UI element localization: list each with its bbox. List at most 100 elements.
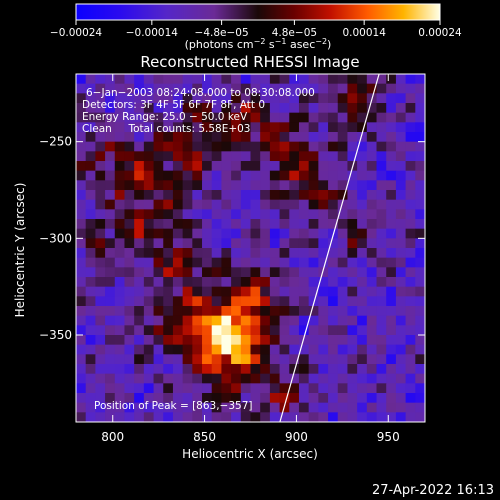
heatmap-cell [328, 354, 339, 365]
heatmap-cell [95, 238, 106, 249]
heatmap-cell [172, 161, 184, 172]
heatmap-cell [163, 219, 174, 230]
heatmap-cell [405, 83, 416, 94]
heatmap-cell [124, 354, 135, 365]
heatmap-cell [298, 151, 310, 162]
heatmap-cell [318, 335, 329, 346]
heatmap-cell [269, 325, 280, 336]
heatmap-cell [298, 315, 310, 326]
heatmap-cell [182, 383, 193, 394]
heatmap-cell [279, 141, 290, 152]
heatmap-cell [105, 248, 116, 259]
heatmap-cell [328, 190, 339, 201]
heatmap-cell [289, 170, 300, 181]
heatmap-cell [240, 402, 251, 413]
heatmap-cell [85, 228, 96, 239]
heatmap-cell [211, 122, 222, 133]
heatmap-cell [153, 393, 164, 404]
heatmap-cell [405, 238, 416, 249]
heatmap-cell [105, 122, 116, 133]
heatmap-cell [192, 74, 203, 85]
heatmap-cell [105, 286, 116, 297]
colorbar-tick-label: −0.00024 [50, 27, 103, 39]
heatmap-cell [366, 354, 377, 365]
heatmap-cell [347, 402, 358, 413]
heatmap-cell [298, 277, 310, 288]
heatmap-cell [192, 306, 203, 317]
heatmap-cell [260, 286, 271, 297]
heatmap-cell [211, 93, 222, 104]
heatmap-cell [182, 141, 193, 152]
heatmap-cell [172, 373, 184, 384]
heatmap-cell [153, 238, 164, 249]
heatmap-cell [76, 112, 87, 123]
heatmap-cell [240, 257, 251, 268]
heatmap-cell [105, 93, 116, 104]
heatmap-cell [76, 364, 87, 375]
heatmap-cell [328, 412, 339, 422]
heatmap-cell [318, 74, 329, 85]
heatmap-cell [250, 325, 261, 336]
heatmap-cell [211, 267, 222, 278]
heatmap-cell [269, 412, 280, 422]
heatmap-cell [260, 103, 271, 114]
heatmap-cell [260, 122, 271, 133]
heatmap-cell [308, 93, 319, 104]
heatmap-cell [240, 296, 251, 307]
heatmap-cell [143, 248, 154, 259]
heatmap-cell [182, 228, 193, 239]
heatmap-cell [269, 219, 280, 230]
heatmap-cell [124, 190, 135, 201]
heatmap-cell [182, 190, 193, 201]
heatmap-cell [134, 364, 145, 375]
heatmap-cell [163, 103, 174, 114]
heatmap-cell [240, 373, 251, 384]
heatmap-cell [366, 151, 377, 162]
heatmap-cell [105, 132, 116, 143]
heatmap-cell [202, 190, 213, 201]
heatmap-cell [415, 393, 425, 404]
heatmap-cell [279, 402, 290, 413]
heatmap-cell [357, 402, 368, 413]
heatmap-cell [124, 286, 135, 297]
heatmap-cell [163, 267, 174, 278]
heatmap-cell [76, 402, 87, 413]
heatmap-cell [415, 180, 425, 191]
heatmap-cell [202, 161, 213, 172]
heatmap-cell [386, 209, 397, 220]
heatmap-cell [386, 248, 397, 259]
heatmap-cell [415, 277, 425, 288]
heatmap-cell [172, 180, 184, 191]
heatmap-cell [182, 344, 193, 355]
heatmap-cell [289, 180, 300, 191]
heatmap-cell [318, 103, 329, 114]
heatmap-cell [328, 132, 339, 143]
heatmap-cell [95, 383, 106, 394]
heatmap-cell [172, 306, 184, 317]
heatmap-cell [192, 286, 203, 297]
heatmap-cell [172, 219, 184, 230]
heatmap-cell [172, 209, 184, 220]
heatmap-cell [318, 383, 329, 394]
heatmap-cell [347, 170, 358, 181]
heatmap-cell [357, 306, 368, 317]
heatmap-cell [279, 335, 290, 346]
heatmap-cell [386, 199, 397, 210]
heatmap-cell [289, 335, 300, 346]
heatmap-cell [405, 219, 416, 230]
heatmap-cell [240, 190, 251, 201]
heatmap-cell [240, 248, 251, 259]
heatmap-cell [231, 161, 242, 172]
heatmap-cell [95, 83, 106, 94]
heatmap-cell [415, 248, 425, 259]
heatmap-cell [395, 306, 407, 317]
heatmap-cell [250, 315, 261, 326]
heatmap-cell [114, 103, 125, 114]
heatmap-cell [221, 364, 232, 375]
heatmap-cell [182, 267, 193, 278]
heatmap-cell [192, 190, 203, 201]
heatmap-cell [395, 112, 407, 123]
heatmap-cell [221, 306, 232, 317]
heatmap-cell [337, 83, 348, 94]
heatmap-cell [347, 199, 358, 210]
